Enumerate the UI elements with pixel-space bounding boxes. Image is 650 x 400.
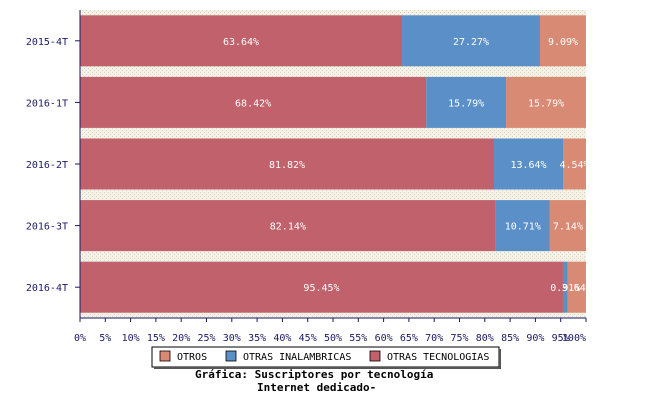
data-label-otros-2016-3t: 7.14% bbox=[553, 222, 583, 233]
legend-swatch-otras-inalambricas bbox=[225, 350, 237, 362]
data-label-otras-tecnologias-2016-2t: 81.82% bbox=[269, 160, 305, 171]
bar-otros-2015-4t bbox=[540, 15, 586, 67]
bar-otras-tecnologias-2016-2t bbox=[80, 138, 495, 190]
bar-otras-inalambricas-2016-2t bbox=[494, 138, 564, 190]
x-tick-label: 40% bbox=[273, 333, 291, 344]
x-tick-label: 45% bbox=[299, 333, 317, 344]
x-tick-label: 0% bbox=[74, 333, 86, 344]
x-tick-label: 25% bbox=[197, 333, 215, 344]
category-labels-layer: 2015-4T 2016-1T 2016-2T 2016-3T 2016-4T bbox=[26, 37, 80, 294]
x-tick-label: 85% bbox=[501, 333, 519, 344]
bars-layer bbox=[80, 15, 586, 313]
x-tick-label: 100% bbox=[562, 333, 586, 344]
bar-otros-2016-4t bbox=[567, 261, 586, 313]
x-tick-label: 95% bbox=[552, 333, 570, 344]
category-label-2016-2t: 2016-2T bbox=[26, 160, 68, 171]
x-tick-label: 70% bbox=[425, 333, 443, 344]
data-label-otras-inalambricas-2016-1t: 15.79% bbox=[448, 98, 484, 109]
category-label-2015-4t: 2015-4T bbox=[26, 37, 68, 48]
data-labels-layer: 63.64% 27.27% 9.09% 68.42% 15.79% 15.79% 81.82… bbox=[223, 37, 592, 294]
bar-otros-2016-3t bbox=[549, 200, 586, 252]
category-label-2016-1t: 2016-1T bbox=[26, 98, 68, 109]
x-tick-label: 20% bbox=[172, 333, 190, 344]
x-tick-label: 65% bbox=[400, 333, 418, 344]
bar-otras-tecnologias-2016-1t bbox=[80, 76, 427, 128]
legend-label-otras-inalambricas: OTRAS INALAMBRICAS bbox=[243, 352, 351, 363]
x-tick-label: 15% bbox=[147, 333, 165, 344]
data-label-otras-tecnologias-2016-1t: 68.42% bbox=[235, 98, 271, 109]
legend-label-otros: OTROS bbox=[177, 352, 207, 363]
x-tick-label: 30% bbox=[223, 333, 241, 344]
x-tick-label: 35% bbox=[248, 333, 266, 344]
data-label-otros-2016-2t: 4.54% bbox=[559, 160, 589, 171]
bar-otras-tecnologias-2016-4t bbox=[80, 261, 563, 313]
legend-swatch-otros bbox=[159, 350, 171, 362]
data-label-otros-2016-4t: 3.64% bbox=[562, 283, 592, 294]
x-tick-label: 60% bbox=[375, 333, 393, 344]
bar-otras-inalambricas-2016-1t bbox=[426, 76, 507, 128]
data-label-otras-inalambricas-2016-4t: 0.91% bbox=[550, 283, 580, 294]
legend-shadow-bottom bbox=[154, 367, 501, 369]
x-tick-label: 5% bbox=[99, 333, 111, 344]
data-label-otras-tecnologias-2015-4t: 63.64% bbox=[223, 37, 259, 48]
category-label-2016-3t: 2016-3T bbox=[26, 222, 68, 233]
x-tick-label: 75% bbox=[450, 333, 468, 344]
data-label-otras-inalambricas-2016-3t: 10.71% bbox=[505, 222, 541, 233]
x-tick-label: 90% bbox=[526, 333, 544, 344]
category-label-2016-4t: 2016-4T bbox=[26, 283, 68, 294]
bar-otros-2016-1t bbox=[506, 76, 586, 128]
data-label-otros-2016-1t: 15.79% bbox=[528, 98, 564, 109]
bar-otras-inalambricas-2016-4t bbox=[562, 261, 568, 313]
x-ticks-layer: 0% 5% 10% 15% 20% 25% 30% 35% 40% 45% 50% 55% 60% 65%… bbox=[74, 318, 587, 344]
x-tick-label: 80% bbox=[476, 333, 494, 344]
bar-otras-tecnologias-2016-3t bbox=[80, 200, 496, 252]
data-label-otras-inalambricas-2015-4t: 27.27% bbox=[453, 37, 489, 48]
legend-shadow bbox=[499, 349, 501, 369]
bar-otros-2016-2t bbox=[563, 138, 586, 190]
bar-otras-tecnologias-2015-4t bbox=[80, 15, 403, 67]
caption-line-1: Gráfica: Suscriptores por tecnología bbox=[195, 368, 433, 381]
data-label-otras-tecnologias-2016-4t: 95.45% bbox=[303, 283, 339, 294]
caption-line-2: Internet dedicado- bbox=[257, 381, 376, 394]
legend: OTROS OTRAS INALAMBRICAS OTRAS TECNOLOGI… bbox=[151, 346, 501, 369]
data-label-otras-inalambricas-2016-2t: 13.64% bbox=[510, 160, 546, 171]
x-tick-label: 55% bbox=[349, 333, 367, 344]
data-label-otros-2015-4t: 9.09% bbox=[548, 37, 578, 48]
legend-label-otras-tecnologias: OTRAS TECNOLOGIAS bbox=[387, 352, 489, 363]
legend-swatch-otras-tecnologias bbox=[369, 350, 381, 362]
x-tick-label: 10% bbox=[122, 333, 140, 344]
bar-otras-inalambricas-2016-3t bbox=[495, 200, 550, 252]
data-label-otras-tecnologias-2016-3t: 82.14% bbox=[270, 222, 306, 233]
x-tick-label: 50% bbox=[324, 333, 342, 344]
bar-otras-inalambricas-2015-4t bbox=[402, 15, 541, 67]
